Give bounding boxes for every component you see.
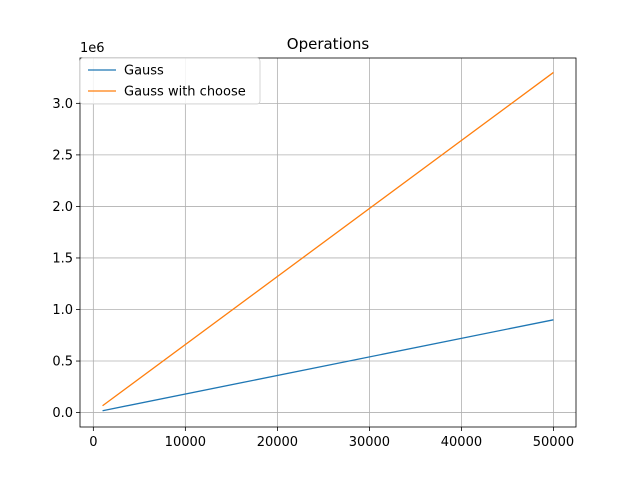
series-line-2 [102,71,554,407]
y-axis: 0.0 0.5 1.0 1.5 2.0 2.5 3.0 [52,97,80,421]
legend-label-1: Gauss [124,64,164,79]
x-tick-label: 30000 [349,435,390,450]
x-tick-label: 20000 [257,435,298,450]
y-offset-label: 1e6 [80,41,105,56]
y-tick-label: 2.0 [52,200,73,215]
y-tick-label: 1.5 [52,251,73,266]
x-tick-label: 0 [89,435,97,450]
y-tick-label: 3.0 [52,97,73,112]
legend-box [79,57,261,105]
y-tick-label: 0.0 [52,406,73,421]
legend-label-2: Gauss with choose [124,85,246,100]
y-tick-label: 2.5 [52,148,73,163]
x-tick-label: 10000 [165,435,206,450]
plot-frame [79,57,577,428]
chart-title: Operations [287,35,370,53]
y-tick-label: 1.0 [52,303,73,318]
y-tick-label: 0.5 [52,355,73,370]
x-tick-label: 50000 [533,435,574,450]
x-axis: 0 10000 20000 30000 40000 50000 [89,427,574,450]
grid-lines [80,58,576,427]
series-layer [102,71,554,412]
legend: Gauss Gauss with choose [79,57,261,105]
x-tick-label: 40000 [441,435,482,450]
series-line-1 [102,319,554,412]
